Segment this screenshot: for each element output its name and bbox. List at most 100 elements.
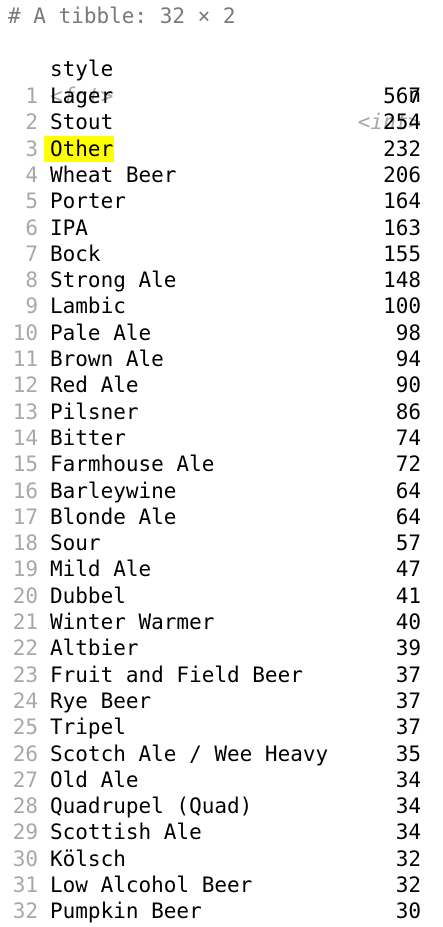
table-row: 10 Pale Ale 98 [0, 320, 443, 346]
cell-n: 57 [395, 531, 421, 556]
cell-style: Bitter [50, 425, 126, 450]
cell-style: Quadrupel (Quad) [50, 794, 253, 819]
cell-n: 74 [395, 425, 421, 450]
row-number: 28 [12, 794, 38, 819]
table-row: 28 Quadrupel (Quad) 34 [0, 793, 443, 819]
column-name-style: style [50, 57, 114, 81]
table-row: 13 Pilsner 86 [0, 399, 443, 425]
cell-n: 86 [395, 399, 421, 424]
cell-style: Dubbel [50, 583, 126, 608]
table-row: 14 Bitter 74 [0, 425, 443, 451]
cell-n: 35 [395, 741, 421, 766]
cell-n: 39 [395, 636, 421, 661]
row-number: 7 [25, 241, 38, 266]
table-row: 6 IPA 163 [0, 215, 443, 241]
cell-style: Pumpkin Beer [50, 899, 202, 924]
table-row: 11 Brown Ale 94 [0, 346, 443, 372]
row-number: 1 [25, 84, 38, 108]
cell-n: 100 [383, 294, 421, 319]
cell-style: Altbier [50, 636, 139, 661]
cell-n: 47 [395, 557, 421, 582]
cell-n: 90 [395, 373, 421, 398]
cell-style: Rye Beer [50, 688, 152, 713]
cell-n: 72 [395, 452, 421, 477]
cell-style: Scottish Ale [50, 820, 202, 845]
row-number: 18 [12, 531, 38, 556]
column-types-row: <fct> <int> [0, 57, 443, 134]
cell-style: Mild Ale [50, 557, 152, 582]
row-number: 23 [12, 662, 38, 687]
tibble-header-comment: # A tibble: 32 × 2 [8, 4, 236, 28]
cell-style: Lambic [50, 294, 126, 319]
cell-style: Farmhouse Ale [50, 452, 215, 477]
row-number: 6 [25, 215, 38, 240]
row-number: 5 [25, 189, 38, 214]
cell-n: 64 [395, 504, 421, 529]
table-row: 26 Scotch Ale / Wee Heavy 35 [0, 741, 443, 767]
table-row: 29 Scottish Ale 34 [0, 819, 443, 845]
row-number: 4 [25, 162, 38, 187]
cell-style: Low Alcohol Beer [50, 873, 253, 897]
table-row: 2 Stout 254 [0, 109, 443, 135]
cell-n: 37 [395, 688, 421, 713]
table-row: 12 Red Ale 90 [0, 372, 443, 398]
row-number: 31 [12, 873, 38, 897]
table-row: 25 Tripel 37 [0, 714, 443, 740]
table-row: 16 Barleywine 64 [0, 478, 443, 504]
row-number: 13 [12, 399, 38, 424]
cell-n: 155 [383, 241, 421, 266]
cell-style: Sour [50, 531, 101, 556]
cell-style: Tripel [50, 715, 126, 740]
column-type-n: <int> [357, 110, 421, 134]
cell-n: 254 [383, 110, 421, 135]
table-row: 22 Altbier 39 [0, 635, 443, 661]
table-row: 3 Other 232 [0, 135, 443, 162]
cell-n: 32 [395, 873, 421, 897]
row-number: 14 [12, 425, 38, 450]
row-number: 2 [25, 110, 38, 135]
column-name-n: n [408, 83, 421, 107]
table-row: 31 Low Alcohol Beer 32 [0, 872, 443, 898]
cell-n: 34 [395, 820, 421, 845]
table-row: 27 Old Ale 34 [0, 767, 443, 793]
column-names-row: style n [0, 30, 443, 107]
cell-style: Strong Ale [50, 268, 177, 293]
column-type-style: <fct> [50, 84, 114, 108]
row-number: 25 [12, 715, 38, 740]
row-number: 17 [12, 504, 38, 529]
row-number: 30 [12, 846, 38, 871]
table-row: 1 Lager 567 [0, 83, 443, 109]
row-number: 12 [12, 373, 38, 398]
table-row: 9 Lambic 100 [0, 293, 443, 319]
cell-n: 37 [395, 715, 421, 740]
cell-n: 41 [395, 583, 421, 608]
table-row: 20 Dubbel 41 [0, 583, 443, 609]
cell-style: Fruit and Field Beer [50, 662, 303, 687]
cell-style: Lager [50, 84, 114, 108]
cell-n: 232 [383, 136, 421, 161]
row-number: 16 [12, 478, 38, 503]
row-number: 15 [12, 452, 38, 477]
row-number: 24 [12, 688, 38, 713]
row-number: 32 [12, 899, 38, 924]
cell-n: 98 [395, 320, 421, 345]
cell-style: Wheat Beer [50, 162, 177, 187]
row-number: 19 [12, 557, 38, 582]
table-row: 32 Pumpkin Beer 30 [0, 898, 443, 924]
row-number: 29 [12, 820, 38, 845]
table-row: 24 Rye Beer 37 [0, 688, 443, 714]
table-row: 8 Strong Ale 148 [0, 267, 443, 293]
row-number: 26 [12, 741, 38, 766]
cell-style: Blonde Ale [50, 504, 177, 529]
table-row: 5 Porter 164 [0, 188, 443, 214]
cell-style: Porter [50, 189, 126, 214]
table-row: 18 Sour 57 [0, 530, 443, 556]
row-number: 9 [25, 294, 38, 319]
cell-n: 206 [383, 162, 421, 187]
row-number: 20 [12, 583, 38, 608]
cell-n: 163 [383, 215, 421, 240]
cell-n: 94 [395, 347, 421, 371]
cell-style: Pilsner [50, 399, 139, 424]
table-row: 21 Winter Warmer 40 [0, 609, 443, 635]
row-number: 3 [25, 136, 38, 161]
